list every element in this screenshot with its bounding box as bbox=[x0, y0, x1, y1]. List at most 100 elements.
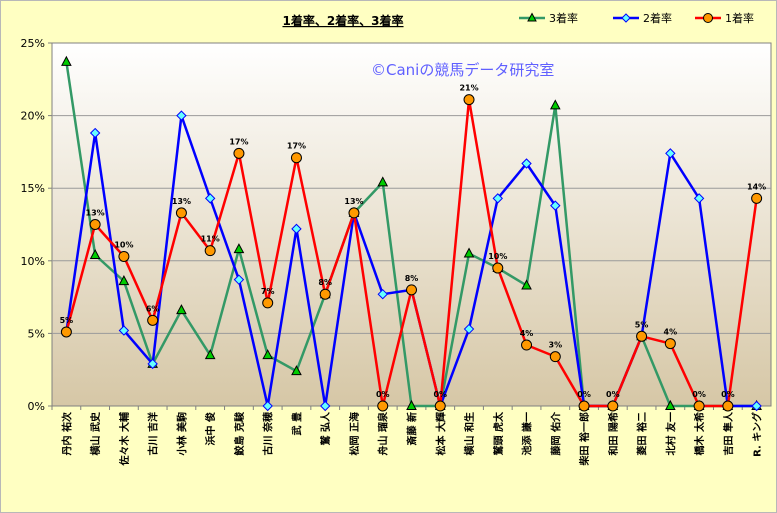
category-label: 古川 吉洋 bbox=[147, 412, 160, 455]
category-label: 武 豊 bbox=[290, 412, 303, 435]
data-label: 13% bbox=[172, 197, 191, 206]
plot-area bbox=[51, 42, 772, 407]
category-label: 横山 武史 bbox=[89, 411, 102, 455]
data-point bbox=[204, 349, 216, 360]
data-label: 5% bbox=[60, 316, 74, 325]
y-tick-label: 25% bbox=[21, 37, 45, 50]
data-label: 0% bbox=[376, 390, 390, 399]
data-point bbox=[550, 200, 561, 211]
category-label: 柴田 裕一郎 bbox=[578, 412, 591, 466]
category-label: 池添 謙一 bbox=[521, 412, 534, 455]
data-point bbox=[262, 297, 274, 309]
data-label: 13% bbox=[344, 197, 363, 206]
category-label: 和田 陽希 bbox=[607, 412, 620, 456]
data-label: 21% bbox=[459, 84, 478, 93]
data-point bbox=[89, 248, 101, 259]
data-point bbox=[291, 365, 302, 376]
data-label: 7% bbox=[261, 287, 275, 296]
data-point bbox=[176, 110, 187, 121]
data-point bbox=[377, 288, 388, 300]
category-label: 菱田 裕二 bbox=[636, 412, 649, 455]
category-label: 古川 奈穂 bbox=[262, 412, 275, 455]
data-point bbox=[751, 400, 762, 412]
data-point bbox=[722, 400, 734, 412]
data-point bbox=[377, 400, 389, 412]
legend-label: 1着率 bbox=[725, 11, 754, 25]
data-point bbox=[233, 147, 245, 159]
category-label: 横山 和生 bbox=[463, 412, 476, 455]
data-point bbox=[233, 243, 245, 254]
category-label: 藤岡 佑介 bbox=[549, 411, 562, 455]
data-point bbox=[406, 284, 417, 296]
data-point bbox=[751, 192, 763, 204]
data-point bbox=[463, 94, 475, 106]
data-label: 14% bbox=[747, 182, 766, 191]
category-label: 松本 大輝 bbox=[434, 412, 447, 455]
category-label: 舟山 瑠泉 bbox=[377, 411, 390, 455]
data-point bbox=[118, 250, 130, 262]
data-label: 11% bbox=[201, 235, 220, 244]
chart-title: 1着率、2着率、3着率 bbox=[282, 13, 403, 28]
data-point bbox=[693, 400, 705, 412]
data-point bbox=[118, 325, 130, 336]
data-label: 0% bbox=[433, 390, 447, 399]
category-label: 小林 美駒 bbox=[175, 412, 188, 456]
data-point bbox=[377, 176, 389, 187]
category-label: R. キング bbox=[751, 412, 764, 457]
y-tick-label: 0% bbox=[28, 400, 45, 413]
category-label: 丹内 祐次 bbox=[60, 412, 73, 455]
data-label: 5% bbox=[635, 320, 649, 329]
data-label: 13% bbox=[86, 209, 105, 218]
legend-marker bbox=[621, 13, 631, 23]
data-point bbox=[665, 399, 676, 410]
data-point bbox=[60, 326, 72, 338]
data-label: 0% bbox=[721, 390, 735, 399]
data-point bbox=[521, 339, 533, 351]
data-label: 4% bbox=[664, 328, 678, 337]
y-tick-label: 15% bbox=[21, 182, 45, 195]
category-label: 佐々木 大輔 bbox=[118, 412, 131, 466]
data-point bbox=[578, 400, 590, 412]
data-point bbox=[636, 330, 648, 342]
data-point bbox=[463, 323, 475, 335]
category-label: 松岡 正海 bbox=[348, 412, 361, 455]
data-point bbox=[549, 99, 561, 110]
data-label: 17% bbox=[229, 137, 248, 146]
data-point bbox=[291, 223, 302, 235]
data-point bbox=[290, 152, 302, 164]
data-point bbox=[175, 207, 187, 219]
data-label: 8% bbox=[405, 274, 419, 283]
category-label: 鷲頭 虎太 bbox=[492, 411, 505, 455]
data-point bbox=[492, 193, 503, 204]
data-label: 0% bbox=[606, 390, 620, 399]
data-point bbox=[434, 400, 446, 412]
data-label: 17% bbox=[287, 142, 306, 151]
data-point bbox=[147, 314, 159, 326]
data-point bbox=[664, 338, 676, 350]
data-label: 4% bbox=[520, 329, 534, 338]
data-point bbox=[89, 127, 101, 139]
data-point bbox=[406, 399, 417, 410]
data-label: 0% bbox=[692, 390, 706, 399]
data-point bbox=[204, 193, 216, 204]
category-label: 鷲 弘人 bbox=[319, 411, 332, 445]
data-point bbox=[262, 349, 274, 360]
data-point bbox=[319, 288, 331, 300]
category-label: 吉田 隼人 bbox=[722, 411, 735, 455]
data-point bbox=[463, 247, 475, 258]
series-1着率 bbox=[60, 94, 763, 412]
data-label: 8% bbox=[318, 278, 332, 287]
data-point bbox=[204, 245, 216, 257]
data-point bbox=[693, 193, 705, 204]
data-point bbox=[233, 274, 245, 285]
data-point bbox=[147, 358, 158, 370]
legend-marker bbox=[703, 13, 713, 23]
legend: 3着率 2着率 1着率 bbox=[519, 11, 754, 25]
watermark-text: ©Caniの競馬データ研究室 bbox=[371, 61, 554, 79]
category-label: 斎藤 新 bbox=[406, 412, 419, 445]
legend-label: 2着率 bbox=[643, 11, 672, 25]
data-point bbox=[549, 351, 561, 363]
data-point bbox=[607, 400, 619, 412]
legend-marker bbox=[527, 12, 537, 22]
y-tick-label: 5% bbox=[28, 327, 45, 340]
